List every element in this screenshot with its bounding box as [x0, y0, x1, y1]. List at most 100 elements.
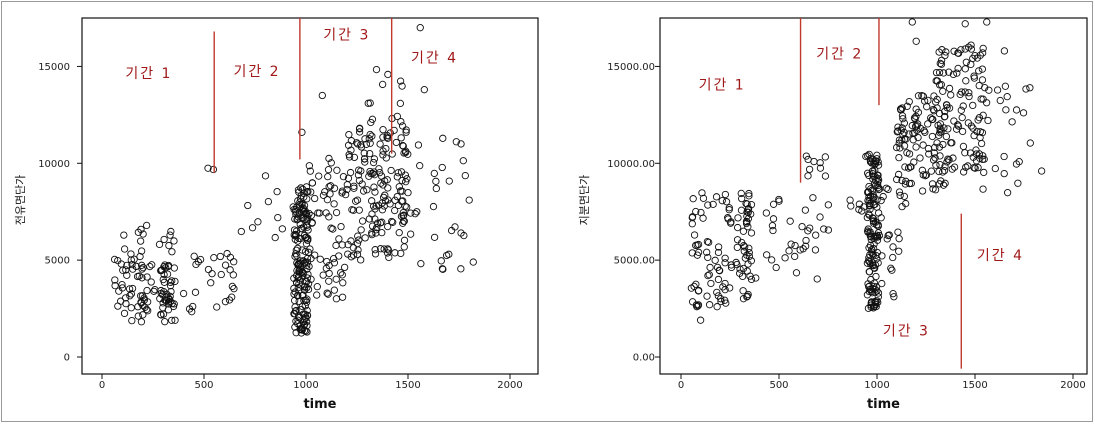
data-point	[372, 65, 381, 74]
data-point	[389, 218, 397, 226]
data-point	[350, 182, 358, 190]
data-point	[296, 259, 305, 267]
data-point	[261, 172, 270, 180]
data-point	[900, 119, 909, 127]
data-point	[905, 130, 913, 138]
data-point	[812, 231, 820, 239]
data-point	[114, 302, 122, 310]
data-point	[945, 104, 954, 112]
data-point	[298, 246, 306, 254]
data-point	[402, 126, 410, 134]
data-point	[967, 60, 975, 69]
data-point	[741, 254, 749, 262]
data-point	[954, 121, 962, 129]
data-point	[885, 231, 893, 239]
data-point	[745, 244, 753, 252]
data-point	[725, 206, 733, 214]
data-point	[296, 257, 305, 265]
data-point	[718, 197, 726, 205]
data-point	[296, 276, 304, 284]
data-point	[395, 183, 403, 191]
data-point	[469, 258, 477, 266]
data-point	[304, 236, 312, 244]
data-point	[961, 45, 969, 53]
data-point	[301, 286, 309, 294]
period-label: 기간 1	[125, 66, 172, 82]
data-point	[739, 227, 748, 235]
data-point	[802, 236, 810, 245]
x-tick-label: 0	[99, 380, 105, 391]
data-point	[971, 51, 979, 60]
data-point	[977, 139, 986, 148]
data-point	[403, 203, 411, 211]
data-point	[898, 104, 906, 112]
data-point	[329, 255, 338, 263]
data-point	[315, 172, 323, 180]
data-point	[741, 243, 749, 251]
data-point	[313, 282, 321, 291]
data-point	[302, 296, 310, 305]
data-point	[802, 152, 810, 160]
data-point	[306, 167, 314, 175]
data-point	[775, 195, 783, 204]
data-point	[393, 112, 401, 121]
data-point	[122, 266, 130, 274]
data-point	[959, 102, 967, 110]
data-point	[897, 106, 905, 114]
data-point	[353, 239, 362, 248]
data-point	[804, 155, 812, 164]
data-point	[357, 167, 365, 175]
data-point	[155, 240, 164, 249]
data-point	[114, 256, 122, 265]
data-point	[313, 291, 321, 299]
data-point	[354, 171, 363, 179]
data-point	[855, 200, 864, 208]
data-point	[294, 244, 302, 252]
data-point	[111, 281, 119, 290]
data-point	[294, 197, 302, 205]
data-point	[127, 250, 135, 258]
data-point	[363, 186, 371, 194]
data-point	[329, 225, 337, 233]
data-point	[225, 296, 234, 304]
data-point	[918, 92, 926, 100]
data-point	[864, 188, 873, 196]
data-point	[402, 128, 410, 136]
data-point	[706, 263, 714, 272]
data-point	[303, 217, 311, 225]
data-point	[371, 246, 379, 254]
data-point	[377, 179, 385, 187]
data-point	[991, 164, 999, 173]
data-point	[929, 105, 937, 114]
data-point	[192, 260, 200, 269]
data-point	[941, 107, 949, 116]
y-tick-label: 15000	[38, 62, 70, 73]
data-point	[1001, 82, 1010, 90]
data-point	[950, 117, 958, 125]
data-point	[905, 150, 914, 158]
data-point	[942, 48, 950, 56]
data-point	[127, 290, 135, 298]
data-point	[734, 214, 742, 222]
data-point	[952, 125, 961, 133]
data-point	[147, 278, 155, 286]
data-point	[230, 285, 238, 293]
data-point	[979, 49, 987, 57]
data-point	[159, 275, 167, 284]
data-point	[913, 126, 921, 134]
data-point	[430, 233, 439, 241]
data-point	[979, 44, 987, 53]
data-point	[384, 70, 392, 79]
data-point	[159, 303, 167, 312]
data-point	[931, 186, 940, 194]
data-point	[889, 243, 897, 251]
data-point	[743, 293, 751, 301]
data-point	[122, 300, 130, 308]
data-point	[745, 192, 753, 200]
data-point	[371, 188, 379, 196]
data-point	[163, 270, 172, 278]
data-point	[872, 272, 880, 281]
data-point	[1015, 158, 1023, 166]
y-tick-label: 10000.00	[607, 159, 655, 170]
data-point	[858, 207, 866, 215]
